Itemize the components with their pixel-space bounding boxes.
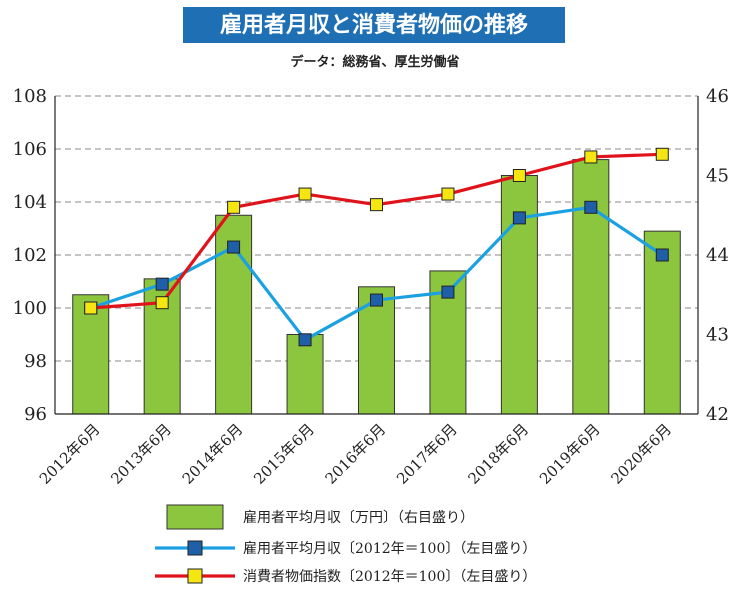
- marker-income-index: [155, 277, 169, 291]
- marker-income-index: [370, 293, 383, 307]
- marker-cpi: [370, 198, 383, 212]
- marker-cpi: [155, 296, 169, 310]
- right-tick-label: 45: [706, 166, 729, 187]
- right-tick-label: 42: [706, 404, 729, 425]
- source-note: データ：総務省、厚生労働省: [290, 55, 460, 70]
- marker-income-index: [227, 240, 241, 254]
- marker-cpi: [298, 187, 312, 201]
- right-tick-label: 43: [706, 325, 729, 346]
- x-tick-label: 2013年6月: [107, 420, 175, 488]
- marker-cpi: [441, 187, 455, 201]
- marker-income-index: [655, 248, 669, 262]
- marker-income-index: [441, 285, 455, 299]
- x-tick-label: 2018年6月: [465, 420, 533, 488]
- legend-swatch-marker: [187, 568, 203, 584]
- left-tick-label: 106: [13, 139, 47, 160]
- bar-monthly-income: [72, 294, 110, 415]
- legend-swatch-bar: [166, 504, 224, 530]
- marker-cpi: [512, 169, 526, 182]
- left-tick-label: 104: [13, 192, 47, 213]
- right-tick-label: 46: [706, 86, 729, 107]
- marker-income-index: [512, 211, 526, 225]
- legend: 雇用者平均月収〔万円〕（右目盛り） 雇用者平均月収〔2012年＝100〕（左目盛り…: [155, 504, 536, 585]
- x-tick-label: 2017年6月: [393, 420, 461, 488]
- left-tick-label: 100: [13, 298, 47, 319]
- marker-income-index: [584, 200, 598, 214]
- lines: [84, 147, 669, 347]
- legend-label: 消費者物価指数〔2012年＝100〕（左目盛り）: [243, 569, 536, 585]
- left-tick-label: 108: [13, 86, 47, 107]
- chart-title: 雇用者月収と消費者物価の推移: [183, 7, 565, 43]
- marker-cpi: [655, 147, 669, 161]
- marker-income-index: [298, 333, 312, 347]
- legend-swatch-marker: [187, 540, 203, 556]
- marker-cpi: [227, 200, 241, 214]
- left-tick-label: 98: [24, 351, 47, 372]
- bar-monthly-income: [500, 175, 538, 415]
- marker-cpi: [84, 301, 98, 315]
- legend-label: 雇用者平均月収〔万円〕（右目盛り）: [243, 509, 474, 526]
- bar-monthly-income: [572, 159, 610, 415]
- x-tick-label: 2019年6月: [536, 420, 604, 488]
- x-tick-label: 2016年6月: [322, 420, 390, 488]
- x-tick-label: 2014年6月: [179, 420, 247, 488]
- x-tick-label: 2012年6月: [36, 420, 104, 488]
- right-tick-label: 44: [706, 245, 729, 266]
- x-tick-label: 2015年6月: [250, 420, 318, 488]
- left-tick-label: 102: [13, 245, 47, 266]
- bar-monthly-income: [286, 334, 324, 415]
- marker-cpi: [584, 150, 598, 164]
- left-tick-label: 96: [24, 404, 47, 425]
- legend-label: 雇用者平均月収〔2012年＝100〕（左目盛り）: [243, 540, 536, 557]
- x-tick-label: 2020年6月: [607, 420, 675, 488]
